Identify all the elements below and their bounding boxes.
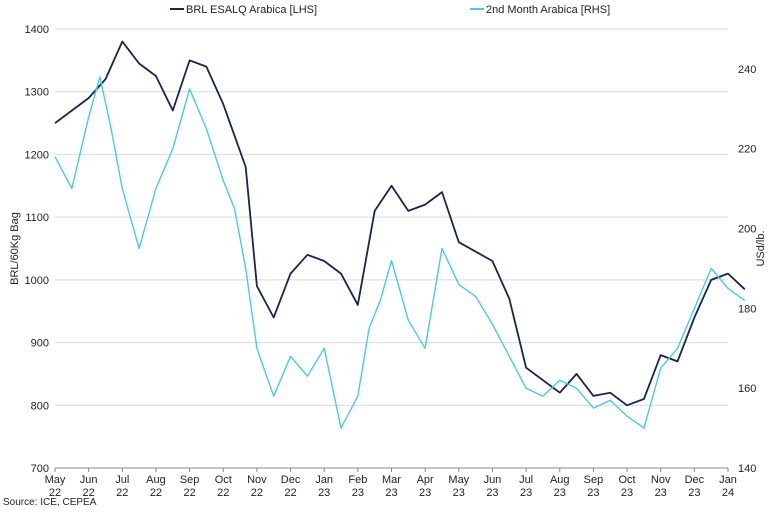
y-right-tick-label: 200 <box>738 224 756 236</box>
x-tick-year-label: 22 <box>217 487 229 499</box>
y-right-tick-label: 180 <box>738 303 756 315</box>
legend-label: 2nd Month Arabica [RHS] <box>486 4 610 16</box>
y-right-tick-label: 240 <box>738 64 756 76</box>
x-tick-year-label: 22 <box>251 487 263 499</box>
x-tick-year-label: 23 <box>419 487 431 499</box>
y-right-axis-title: USd/lb. <box>755 230 767 266</box>
x-tick-month-label: Mar <box>382 474 401 486</box>
legend-label: BRL ESALQ Arabica [LHS] <box>186 4 317 16</box>
y-left-tick-label: 1000 <box>25 275 49 287</box>
x-tick-year-label: 23 <box>385 487 397 499</box>
x-tick-month-label: Dec <box>685 474 705 486</box>
x-tick-month-label: May <box>448 474 469 486</box>
y-right-tick-label: 140 <box>738 463 756 475</box>
x-tick-month-label: Jun <box>484 474 502 486</box>
y-right-tick-label: 160 <box>738 383 756 395</box>
y-left-tick-label: 800 <box>31 400 49 412</box>
source-note: Source: ICE, CEPEA <box>3 497 97 508</box>
x-tick-month-label: Jul <box>519 474 533 486</box>
x-tick-month-label: Jan <box>315 474 333 486</box>
x-tick-year-label: 22 <box>284 487 296 499</box>
x-tick-month-label: Aug <box>146 474 166 486</box>
y-left-tick-label: 1200 <box>25 149 49 161</box>
x-tick-year-label: 23 <box>486 487 498 499</box>
x-tick-year-label: 24 <box>722 487 734 499</box>
x-tick-year-label: 23 <box>318 487 330 499</box>
y-left-axis-title: BRL/60Kg Bag <box>9 212 21 285</box>
x-tick-month-label: Sep <box>584 474 604 486</box>
x-tick-month-label: Oct <box>618 474 635 486</box>
x-tick-year-label: 22 <box>116 487 128 499</box>
x-tick-year-label: 22 <box>183 487 195 499</box>
x-tick-month-label: Sep <box>180 474 200 486</box>
x-tick-year-label: 22 <box>150 487 162 499</box>
x-tick-year-label: 23 <box>621 487 633 499</box>
x-tick-year-label: 23 <box>587 487 599 499</box>
x-tick-year-label: 22 <box>49 487 61 499</box>
x-tick-month-label: Feb <box>348 474 367 486</box>
x-tick-month-label: Jan <box>719 474 737 486</box>
y-left-tick-label: 1100 <box>25 212 49 224</box>
x-tick-year-label: 23 <box>688 487 700 499</box>
x-tick-month-label: Nov <box>651 474 671 486</box>
x-tick-year-label: 22 <box>83 487 95 499</box>
series-line-brl-esalq <box>54 40 746 407</box>
x-tick-month-label: Nov <box>247 474 267 486</box>
y-left-tick-label: 1300 <box>25 87 49 99</box>
x-tick-year-label: 23 <box>520 487 532 499</box>
y-left-tick-label: 1400 <box>25 24 49 36</box>
x-tick-month-label: Jul <box>115 474 129 486</box>
x-tick-year-label: 23 <box>655 487 667 499</box>
series-line-second-month <box>54 76 746 429</box>
x-tick-year-label: 23 <box>453 487 465 499</box>
x-tick-month-label: Jun <box>80 474 98 486</box>
y-right-tick-label: 220 <box>738 144 756 156</box>
x-tick-month-label: Apr <box>417 474 434 486</box>
x-tick-month-label: May <box>45 474 66 486</box>
x-tick-month-label: Oct <box>215 474 232 486</box>
x-tick-month-label: Dec <box>281 474 301 486</box>
x-tick-year-label: 23 <box>554 487 566 499</box>
x-tick-year-label: 23 <box>352 487 364 499</box>
y-left-tick-label: 900 <box>31 338 49 350</box>
y-left-tick-label: 700 <box>31 463 49 475</box>
x-tick-month-label: Aug <box>550 474 570 486</box>
